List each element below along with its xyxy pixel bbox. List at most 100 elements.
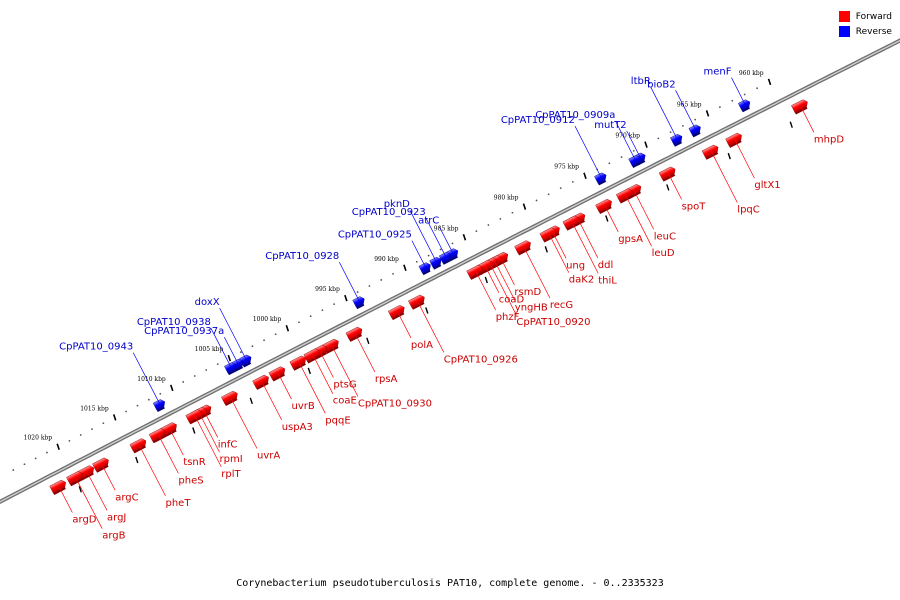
gene-label: ltbR	[631, 76, 651, 87]
forward-gene[interactable]	[129, 437, 149, 454]
gene-shadow	[518, 247, 531, 256]
forward-gene[interactable]	[791, 98, 810, 115]
reverse-gene[interactable]	[152, 398, 167, 413]
gene-label: mhpD	[814, 134, 844, 145]
gene-body	[594, 172, 607, 184]
gene-leader-line	[194, 415, 222, 468]
kbp-minor-tick	[216, 363, 219, 366]
reverse-gene[interactable]	[438, 251, 453, 265]
forward-gene[interactable]	[268, 365, 288, 382]
gene-leader-line	[101, 463, 116, 491]
reverse-gene[interactable]	[688, 123, 703, 138]
gene-leader-line	[132, 352, 161, 405]
gene-body	[224, 362, 237, 374]
forward-gene[interactable]	[252, 374, 272, 390]
gene-label: CpPAT10_0943	[59, 342, 133, 353]
forward-gene[interactable]	[408, 294, 427, 310]
gene-leader-line	[416, 300, 445, 353]
gene-leader-line	[277, 372, 292, 400]
reverse-gene[interactable]	[352, 295, 367, 310]
gene-label: mutT2	[594, 120, 626, 131]
gene-leader-line	[552, 231, 567, 259]
gene-shadow	[566, 222, 579, 231]
gene-leader-line	[650, 87, 678, 140]
gene-shadow	[412, 302, 425, 310]
gene-label: coaD	[499, 295, 525, 306]
forward-gene[interactable]	[514, 239, 534, 256]
gene-body	[221, 390, 238, 405]
gene-body	[466, 264, 483, 279]
forward-gene[interactable]	[701, 144, 721, 160]
gene-label: coaE	[333, 396, 357, 407]
reverse-gene[interactable]	[628, 154, 643, 168]
gene-leader-line	[624, 194, 652, 247]
forward-gene[interactable]	[185, 408, 205, 425]
kbp-tick	[56, 443, 60, 450]
kbp-tick-lower	[544, 246, 548, 253]
gene-label: atrC	[418, 216, 439, 227]
gene-body	[345, 326, 363, 341]
gene-shadow	[598, 179, 607, 186]
forward-gene[interactable]	[49, 479, 69, 496]
forward-gene[interactable]	[615, 187, 635, 204]
kbp-minor-tick	[23, 463, 26, 466]
gene-label: menF	[704, 67, 732, 78]
gene-label: daK2	[569, 275, 594, 286]
forward-gene[interactable]	[466, 264, 486, 280]
gene-label: yngHB	[515, 302, 548, 313]
forward-gene[interactable]	[725, 132, 745, 148]
gene-body	[688, 124, 701, 136]
kbp-minor-tick	[681, 124, 684, 127]
reverse-gene[interactable]	[418, 261, 433, 276]
forward-gene[interactable]	[148, 427, 168, 444]
genome-caption: Corynebacterium pseudotuberculosis PAT10…	[236, 578, 664, 589]
reverse-gene[interactable]	[594, 171, 608, 186]
kbp-tick-lower	[249, 397, 253, 405]
gene-label: phzF	[496, 312, 520, 323]
reverse-gene[interactable]	[224, 361, 238, 376]
gene-leader-line	[411, 240, 426, 268]
kbp-minor-tick	[380, 279, 383, 281]
reverse-gene[interactable]	[738, 98, 752, 113]
kbp-minor-tick	[547, 193, 550, 196]
forward-gene[interactable]	[658, 166, 678, 182]
gene-shadow	[189, 416, 202, 425]
kbp-tick-lower	[666, 184, 670, 191]
reverse-gene[interactable]	[429, 256, 444, 270]
gene-body	[514, 240, 531, 254]
kbp-minor-tick	[620, 156, 623, 158]
gene-label: argJ	[107, 512, 126, 523]
kbp-tick-lower	[366, 337, 370, 345]
gene-leader-line	[396, 310, 412, 338]
forward-gene[interactable]	[539, 226, 559, 243]
gene-body	[628, 155, 641, 167]
forward-gene[interactable]	[66, 470, 85, 487]
gene-leader-line	[667, 172, 682, 200]
kbp-minor-tick	[147, 398, 150, 401]
gene-body	[670, 133, 683, 146]
kbp-tick-label: 1010 kbp	[137, 376, 166, 383]
forward-gene[interactable]	[387, 304, 407, 321]
gene-leader-line	[710, 150, 738, 203]
gene-leader-line	[169, 428, 184, 456]
forward-gene[interactable]	[303, 347, 323, 364]
gene-body	[438, 251, 452, 264]
kbp-tick-label: 965 kbp	[677, 101, 702, 108]
gene-body	[387, 305, 405, 319]
forward-gene[interactable]	[221, 390, 240, 407]
gene-leader-line	[86, 471, 108, 511]
reverse-gene[interactable]	[670, 133, 684, 147]
forward-gene[interactable]	[595, 198, 615, 214]
kbp-minor-tick	[263, 339, 265, 342]
legend-forward: Forward	[838, 9, 892, 24]
forward-gene[interactable]	[92, 456, 111, 473]
forward-gene[interactable]	[289, 354, 309, 371]
gene-label: pknD	[384, 199, 410, 210]
forward-gene[interactable]	[345, 326, 365, 342]
gene-leader-line	[198, 412, 220, 453]
gene-leader-line	[203, 410, 219, 438]
kbp-minor-tick	[333, 303, 336, 306]
kbp-minor-tick	[559, 187, 562, 189]
gene-leader-line	[58, 485, 73, 513]
